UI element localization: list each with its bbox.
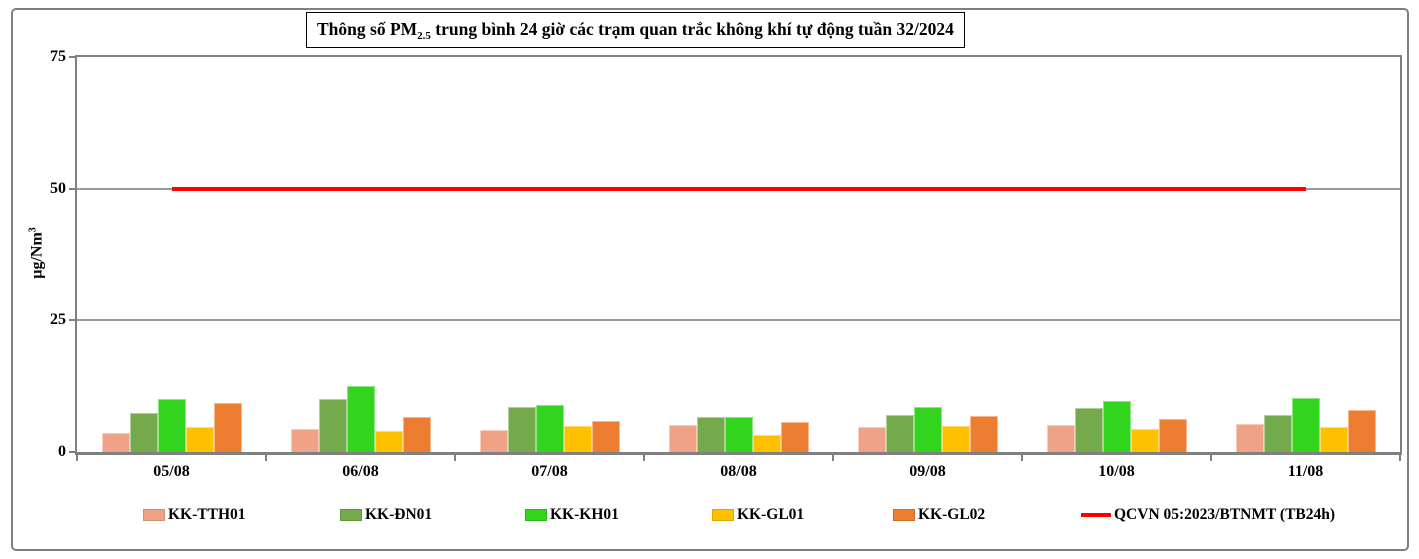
bar-kk-tth01-08-08 [668, 424, 697, 452]
bar-kk-tth01-07-08 [479, 429, 508, 452]
x-label-08-08: 08/08 [720, 463, 757, 480]
bar-kk-kh01-10-08 [1102, 400, 1131, 452]
bar-kk-kh01-11-08 [1291, 398, 1320, 452]
x-label-10-08: 10/08 [1098, 463, 1135, 480]
bar-group-09-08 [833, 57, 1022, 452]
y-tick-label-0: 0 [58, 443, 66, 460]
x-tick-mark-3 [643, 455, 645, 461]
legend-label-kk-kh01: KK-KH01 [550, 506, 619, 523]
bar-kk-n01-10-08 [1074, 408, 1103, 452]
bar-kk-gl01-08-08 [752, 434, 781, 452]
bar-group-05-08 [77, 57, 266, 452]
x-tick-mark-5 [1021, 455, 1023, 461]
legend-label-kk-gl02: KK-GL02 [918, 506, 986, 523]
plot-area [75, 55, 1402, 455]
bar-kk-gl02-07-08 [591, 421, 620, 452]
bar-kk-n01-09-08 [885, 414, 914, 452]
x-tick-mark-7 [1399, 455, 1401, 461]
bar-kk-kh01-07-08 [535, 404, 564, 452]
x-label-06-08: 06/08 [342, 463, 379, 480]
bar-kk-kh01-08-08 [724, 417, 753, 452]
bar-group-07-08 [455, 57, 644, 452]
legend-swatch-kk-gl02 [893, 509, 915, 521]
chart-title-suffix: trung bình 24 giờ các trạm quan trắc khô… [430, 18, 954, 39]
x-label-05-08: 05/08 [153, 463, 190, 480]
legend-swatch-kk-tth01 [143, 509, 165, 521]
bar-kk-gl01-06-08 [374, 430, 403, 452]
bar-kk-n01-11-08 [1263, 415, 1292, 452]
bar-kk-kh01-05-08 [157, 399, 186, 452]
bar-kk-gl02-05-08 [213, 402, 242, 452]
chart-title: Thông số PM2.5 trung bình 24 giờ các trạ… [317, 19, 954, 42]
bar-kk-n01-07-08 [507, 407, 536, 452]
bar-kk-gl01-09-08 [941, 426, 970, 452]
bar-kk-gl02-08-08 [780, 421, 809, 452]
legend-label-kk-gl01: KK-GL01 [737, 506, 805, 523]
bar-kk-gl02-11-08 [1347, 410, 1376, 452]
x-tick-mark-0 [76, 455, 78, 461]
y-axis-unit-exponent: 3 [27, 227, 39, 233]
legend-swatch-qcvn-05-2023-btnmt-tb24h [1081, 513, 1111, 517]
legend-item-qcvn-05-2023-btnmt-tb24h: QCVN 05:2023/BTNMT (TB24h) [1081, 504, 1335, 526]
y-tick-mark-0 [69, 451, 75, 453]
x-tick-mark-2 [454, 455, 456, 461]
legend-swatch-kk-n01 [340, 509, 362, 521]
bar-kk-gl02-09-08 [969, 416, 998, 452]
y-axis-title: µg/Nm3 [28, 227, 47, 279]
chart-title-subscript: 2.5 [417, 29, 431, 42]
x-label-09-08: 09/08 [909, 463, 946, 480]
bar-kk-tth01-10-08 [1046, 425, 1075, 452]
bar-kk-gl02-06-08 [402, 417, 431, 452]
legend-swatch-kk-kh01 [525, 509, 547, 521]
bar-group-08-08 [644, 57, 833, 452]
bar-kk-gl01-10-08 [1130, 429, 1159, 452]
x-tick-mark-4 [832, 455, 834, 461]
bar-kk-n01-05-08 [129, 412, 158, 452]
bar-kk-kh01-06-08 [346, 385, 375, 452]
gridline-25 [77, 319, 1400, 322]
bar-kk-kh01-09-08 [913, 406, 942, 452]
bar-kk-gl01-07-08 [563, 426, 592, 452]
legend-item-kk-kh01: KK-KH01 [525, 504, 619, 526]
chart-frame [11, 8, 1409, 551]
y-tick-mark-75 [69, 56, 75, 58]
chart-title-prefix: Thông số PM [317, 18, 418, 39]
y-axis-unit: µg/Nm [28, 232, 46, 279]
legend-item-kk-gl02: KK-GL02 [893, 504, 985, 526]
legend-swatch-kk-gl01 [712, 509, 734, 521]
bar-kk-tth01-09-08 [857, 427, 886, 452]
threshold-line-qcvn-05-2023-btnmt-tb24h [171, 186, 1306, 191]
bar-group-06-08 [266, 57, 455, 452]
y-tick-label-50: 50 [50, 179, 66, 197]
bar-kk-n01-08-08 [696, 417, 725, 452]
x-label-07-08: 07/08 [531, 463, 568, 480]
bar-kk-gl02-10-08 [1158, 419, 1187, 452]
y-tick-mark-50 [69, 187, 75, 190]
bar-kk-gl01-11-08 [1319, 427, 1348, 452]
x-tick-mark-1 [265, 455, 267, 461]
chart-title-box: Thông số PM2.5 trung bình 24 giờ các trạ… [306, 12, 965, 48]
bar-kk-n01-06-08 [318, 398, 347, 452]
legend-label-qcvn-05-2023-btnmt-tb24h: QCVN 05:2023/BTNMT (TB24h) [1114, 506, 1336, 523]
y-tick-label-75: 75 [50, 48, 66, 65]
bar-kk-tth01-11-08 [1235, 423, 1264, 452]
legend-item-kk-tth01: KK-TTH01 [143, 504, 246, 526]
bar-group-11-08 [1211, 57, 1400, 452]
legend-item-kk-n01: KK-ĐN01 [340, 504, 432, 526]
y-tick-mark-25 [69, 319, 75, 322]
legend-item-kk-gl01: KK-GL01 [712, 504, 804, 526]
bar-kk-gl01-05-08 [185, 426, 214, 452]
x-tick-mark-6 [1210, 455, 1212, 461]
bar-group-10-08 [1022, 57, 1211, 452]
legend-label-kk-tth01: KK-TTH01 [168, 506, 246, 523]
y-tick-label-25: 25 [50, 311, 66, 329]
bar-kk-tth01-05-08 [101, 432, 130, 452]
x-label-11-08: 11/08 [1287, 463, 1324, 480]
bar-kk-tth01-06-08 [290, 429, 319, 452]
legend-label-kk-n01: KK-ĐN01 [365, 506, 433, 523]
